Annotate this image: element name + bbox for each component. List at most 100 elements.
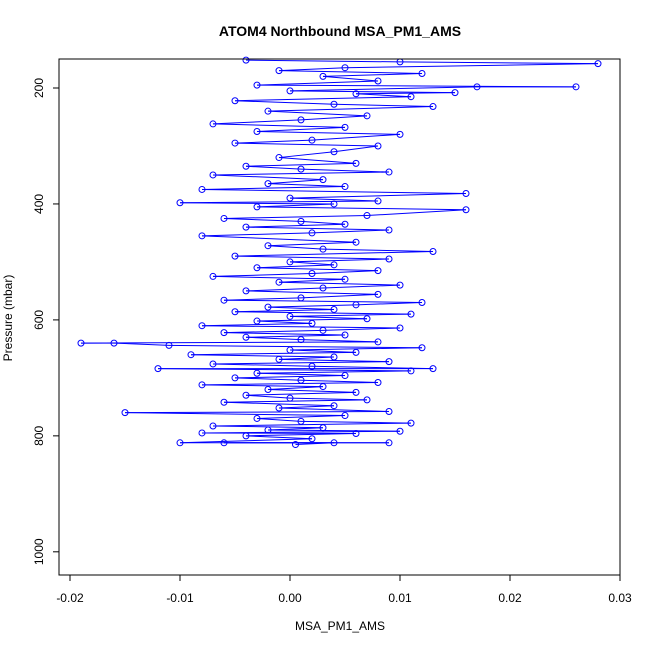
data-point	[264, 107, 272, 115]
x-tick-label: -0.01	[166, 591, 194, 605]
data-point	[275, 355, 283, 363]
data-point	[242, 287, 250, 295]
series-line-segment	[245, 435, 313, 440]
data-point	[297, 376, 305, 384]
series-line-segment	[256, 372, 346, 377]
series-line-segment	[399, 61, 599, 65]
series-line-segment	[300, 339, 379, 343]
series-line-segment	[256, 267, 379, 272]
data-point	[418, 344, 426, 352]
series-line-segment	[267, 306, 335, 310]
data-point	[253, 369, 261, 377]
series-line-segment	[245, 290, 379, 295]
series-line-segment	[267, 179, 324, 185]
series-line-segment	[322, 75, 379, 82]
data-point	[374, 197, 382, 205]
data-point	[209, 360, 217, 368]
data-point	[396, 427, 404, 435]
y-tick-label: 400	[32, 194, 46, 214]
data-point	[374, 290, 382, 298]
series-line-segment	[234, 100, 335, 105]
series-line-segment	[278, 67, 346, 72]
series-line-segment	[344, 63, 599, 69]
data-point	[275, 154, 283, 162]
series-line-segment	[201, 382, 379, 386]
series-line-segment	[278, 157, 357, 164]
series-line-segment	[278, 151, 335, 159]
y-tick-label: 800	[32, 426, 46, 446]
series-line-segment	[190, 351, 357, 356]
series-line-segment	[256, 130, 401, 135]
data-point	[253, 414, 261, 422]
data-point	[451, 89, 459, 97]
data-point	[385, 408, 393, 415]
series-line-segment	[311, 133, 401, 141]
series-line-segment	[256, 264, 335, 269]
data-point	[319, 284, 327, 292]
series-line-segment	[256, 126, 346, 132]
data-point	[165, 341, 173, 349]
x-tick-label: 0.00	[278, 591, 302, 605]
data-point	[154, 365, 162, 373]
data-point	[220, 214, 228, 222]
series-line-segment	[212, 361, 390, 365]
data-point	[352, 301, 360, 309]
series-line-segment	[333, 103, 434, 108]
series-line-segment	[113, 342, 170, 346]
data-point	[253, 81, 261, 89]
x-axis: -0.02 -0.01 0.00 0.01 0.02 0.03	[56, 574, 632, 605]
series-line-segment	[300, 168, 390, 173]
data-point	[231, 97, 239, 105]
series-line-segment	[355, 93, 412, 98]
series-line-segment	[245, 223, 346, 228]
series-line-segment	[223, 299, 423, 304]
data-point	[292, 441, 299, 449]
data-point	[286, 87, 294, 95]
data-point	[462, 206, 470, 214]
series-line-segment	[179, 438, 313, 444]
data-point	[242, 162, 250, 170]
data-point	[297, 336, 305, 344]
data-point	[374, 142, 382, 150]
series-line-segment	[278, 70, 423, 74]
data-point	[209, 272, 217, 280]
data-point	[341, 275, 349, 283]
y-axis-label: Pressure (mbar)	[1, 275, 15, 362]
series-line-segment	[234, 308, 335, 313]
series-line-segment	[212, 273, 313, 277]
data-point	[308, 435, 316, 443]
data-point	[286, 258, 294, 266]
series-line-segment	[201, 325, 401, 329]
data-point	[330, 261, 338, 269]
series-line-segment	[267, 304, 357, 308]
data-point	[330, 148, 338, 156]
series-line-segment	[201, 188, 467, 195]
series-line-segment	[223, 297, 302, 301]
series-line-segment	[212, 119, 302, 125]
data-point	[330, 100, 338, 108]
data-point	[198, 185, 206, 193]
series-line-segment	[300, 379, 379, 384]
data-point	[374, 338, 382, 346]
data-point	[319, 176, 327, 184]
chart-title: ATOM4 Northbound MSA_PM1_AMS	[219, 23, 461, 39]
data-point	[418, 299, 426, 307]
x-tick-label: 0.01	[388, 591, 412, 605]
data-point	[253, 264, 261, 272]
data-point	[264, 426, 272, 434]
series-line-segment	[80, 341, 379, 344]
data-point	[341, 220, 349, 228]
plot-lines	[80, 59, 599, 446]
series-line-segment	[278, 356, 335, 360]
data-point	[385, 358, 393, 366]
data-point	[330, 353, 338, 361]
series-line-segment	[256, 203, 335, 208]
data-point	[352, 388, 360, 396]
data-point	[319, 72, 327, 80]
series-line-segment	[355, 302, 423, 306]
x-tick-label: 0.02	[498, 591, 522, 605]
data-point	[275, 278, 283, 286]
series-line-segment	[267, 183, 346, 188]
data-point	[330, 402, 338, 410]
